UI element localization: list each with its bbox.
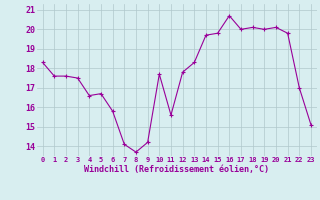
X-axis label: Windchill (Refroidissement éolien,°C): Windchill (Refroidissement éolien,°C) bbox=[84, 165, 269, 174]
